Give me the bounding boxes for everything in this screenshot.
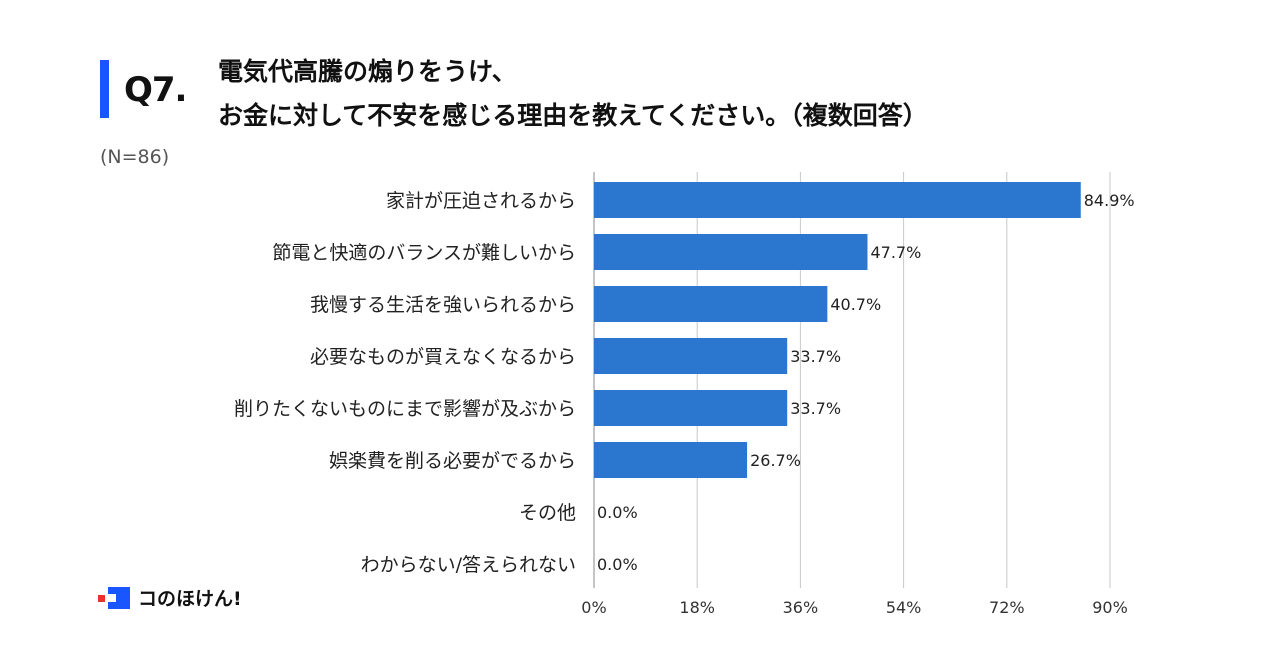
x-tick-label: 36% <box>783 598 819 617</box>
title-accent-bar <box>100 60 109 118</box>
x-tick-label: 0% <box>581 598 606 617</box>
question-title-line-1: 電気代高騰の煽りをうけ、 <box>218 57 517 86</box>
data-label: 47.7% <box>870 243 921 262</box>
brand-logo: コのほけん! <box>98 584 242 611</box>
bar-5 <box>594 390 788 426</box>
category-label: 節電と快適のバランスが難しいから <box>272 242 576 264</box>
category-label: 我慢する生活を強いられるから <box>310 294 576 316</box>
konohoken-logo-icon <box>98 585 134 611</box>
data-label: 40.7% <box>830 295 881 314</box>
category-label: わからない/答えられない <box>361 554 576 576</box>
x-tick-label: 90% <box>1092 598 1128 617</box>
data-label: 33.7% <box>790 399 841 418</box>
bar-2 <box>594 234 868 270</box>
x-tick-label: 18% <box>679 598 715 617</box>
bar-6 <box>594 442 748 478</box>
data-label: 33.7% <box>790 347 841 366</box>
sample-size: (N=86) <box>100 146 170 168</box>
bar-4 <box>594 338 788 374</box>
category-label: 削りたくないものにまで影響が及ぶから <box>234 398 576 420</box>
x-tick-label: 54% <box>886 598 922 617</box>
question-number: Q7. <box>124 70 187 110</box>
brand-name: コのほけん! <box>138 588 242 610</box>
category-label: 家計が圧迫されるから <box>386 190 576 212</box>
data-label: 26.7% <box>750 451 801 470</box>
category-label: 娯楽費を削る必要がでるから <box>329 450 576 472</box>
data-label: 0.0% <box>597 503 638 522</box>
category-label: 必要なものが買えなくなるから <box>310 346 576 368</box>
data-label: 84.9% <box>1084 191 1135 210</box>
data-label: 0.0% <box>597 555 638 574</box>
category-label: その他 <box>519 502 576 524</box>
bar-3 <box>594 286 828 322</box>
question-title-line-2: お金に対して不安を感じる理由を教えてください。（複数回答） <box>218 101 928 130</box>
bars <box>594 182 1081 478</box>
x-tick-label: 72% <box>989 598 1025 617</box>
labels: 0% 18% 36% 54% 72% 90% 家計が圧迫されるから 84.9% 節電と快適のバラ… <box>234 190 1135 617</box>
bar-1 <box>594 182 1081 218</box>
